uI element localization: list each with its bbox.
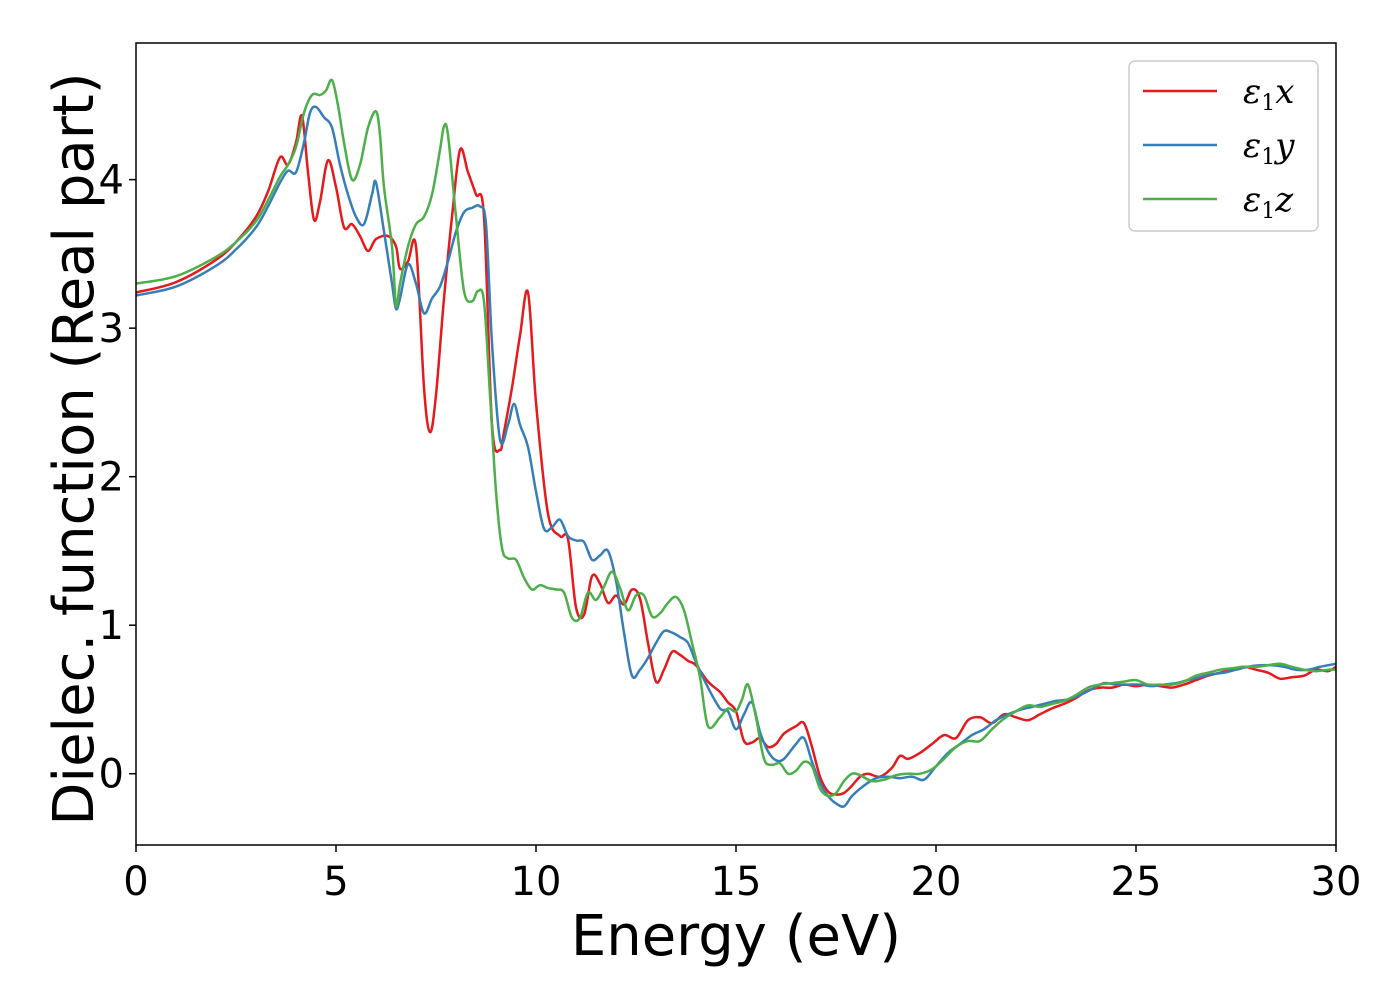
legend-label-y: ε1y [1243,126,1295,170]
y-axis-title: Dielec. function (Real part) [42,72,107,825]
legend-label-base: ε [1243,180,1261,220]
y-tick-label: 2 [99,455,124,501]
legend-label-subscript: 1 [1261,199,1275,224]
y-axis-ticks: 0 1 2 3 4 [99,158,136,798]
x-tick-label: 20 [911,859,962,905]
legend-label-component: x [1275,72,1294,112]
y-tick-label: 1 [99,603,124,649]
series-line-z [135,78,1337,798]
legend-label-x: ε1x [1243,72,1294,116]
legend-box [1128,60,1319,232]
y-tick-label: 0 [99,752,124,798]
x-axis-title: Energy (eV) [571,904,901,969]
legend-label-base: ε [1243,72,1261,112]
x-tick-label: 25 [1111,859,1162,905]
series-lines [135,78,1337,808]
x-tick-label: 10 [511,859,562,905]
legend-label-component: z [1274,180,1294,220]
legend-label-base: ε [1243,126,1261,166]
x-axis-ticks: 0 5 10 15 20 25 30 [123,845,1361,905]
x-tick-label: 15 [711,859,762,905]
x-tick-label: 30 [1311,859,1362,905]
series-line-y [135,105,1337,808]
y-tick-label: 3 [99,306,124,352]
x-tick-label: 5 [323,859,348,905]
legend-label-subscript: 1 [1261,91,1275,116]
legend-label-subscript: 1 [1261,145,1275,170]
legend-label-z: ε1z [1243,180,1294,224]
legend-label-component: y [1273,126,1295,166]
y-tick-label: 4 [99,158,124,204]
x-tick-label: 0 [123,859,148,905]
